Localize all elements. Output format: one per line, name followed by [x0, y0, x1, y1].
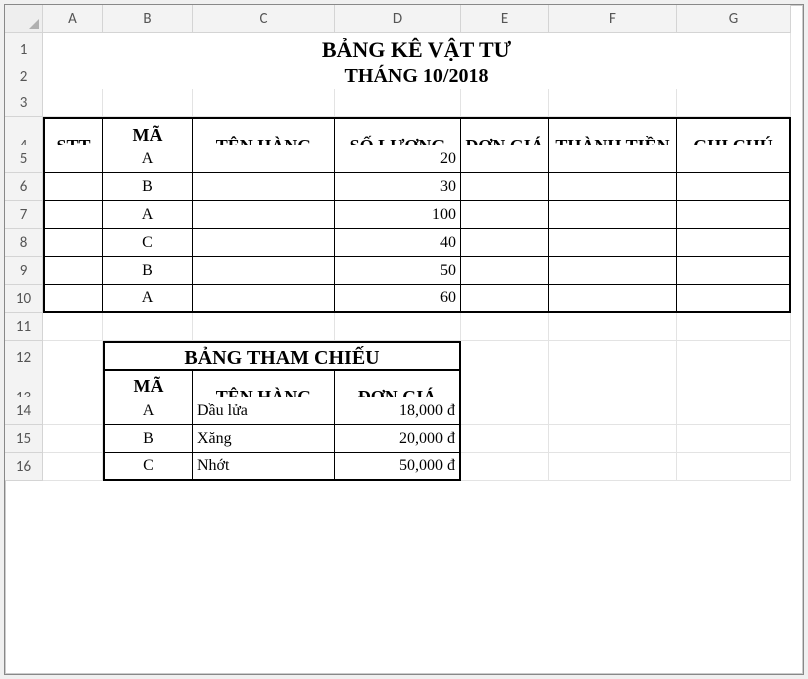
- cell-C6[interactable]: [193, 173, 335, 201]
- row-head-6[interactable]: 6: [5, 173, 43, 201]
- cell-A9[interactable]: [43, 257, 103, 285]
- cell-E10[interactable]: [461, 285, 549, 313]
- cell-G3[interactable]: [677, 89, 791, 117]
- cell-G7[interactable]: [677, 201, 791, 229]
- cell-G5[interactable]: [677, 145, 791, 173]
- cell-F16[interactable]: [549, 453, 677, 481]
- row-head-14[interactable]: 14: [5, 397, 43, 425]
- cell-G11[interactable]: [677, 313, 791, 341]
- cell-G15[interactable]: [677, 425, 791, 453]
- cell-B8[interactable]: C: [103, 229, 193, 257]
- cell-F14[interactable]: [549, 397, 677, 425]
- cell-D9[interactable]: 50: [335, 257, 461, 285]
- cell-F9[interactable]: [549, 257, 677, 285]
- col-head-B[interactable]: B: [103, 5, 193, 33]
- cell-G14[interactable]: [677, 397, 791, 425]
- cell-F5[interactable]: [549, 145, 677, 173]
- cell-C10[interactable]: [193, 285, 335, 313]
- cell-G9[interactable]: [677, 257, 791, 285]
- cell-B3[interactable]: [103, 89, 193, 117]
- cell-D15[interactable]: 20,000 đ: [335, 425, 461, 453]
- cell-B15[interactable]: B: [103, 425, 193, 453]
- cell-F6[interactable]: [549, 173, 677, 201]
- cell-E15[interactable]: [461, 425, 549, 453]
- col-head-C[interactable]: C: [193, 5, 335, 33]
- select-all-corner[interactable]: [5, 5, 43, 33]
- cell-B7[interactable]: A: [103, 201, 193, 229]
- cell-E5[interactable]: [461, 145, 549, 173]
- row-head-7[interactable]: 7: [5, 201, 43, 229]
- cell-F11[interactable]: [549, 313, 677, 341]
- cell-D16[interactable]: 50,000 đ: [335, 453, 461, 481]
- cell-E3[interactable]: [461, 89, 549, 117]
- cell-B6[interactable]: B: [103, 173, 193, 201]
- cell-E16[interactable]: [461, 453, 549, 481]
- cell-C5[interactable]: [193, 145, 335, 173]
- cell-A6[interactable]: [43, 173, 103, 201]
- cell-G16[interactable]: [677, 453, 791, 481]
- cell-G6[interactable]: [677, 173, 791, 201]
- cell-D8[interactable]: 40: [335, 229, 461, 257]
- cell-A15[interactable]: [43, 425, 103, 453]
- cell-C8[interactable]: [193, 229, 335, 257]
- cell-B9[interactable]: B: [103, 257, 193, 285]
- spreadsheet-window: A B C D E F G 1 BẢNG KÊ VẬT TƯ 2 THÁNG 1…: [4, 4, 804, 675]
- cell-D7[interactable]: 100: [335, 201, 461, 229]
- cell-F7[interactable]: [549, 201, 677, 229]
- row-head-10[interactable]: 10: [5, 285, 43, 313]
- row-head-8[interactable]: 8: [5, 229, 43, 257]
- cell-C14[interactable]: Dầu lửa: [193, 397, 335, 425]
- cell-D11[interactable]: [335, 313, 461, 341]
- cell-E9[interactable]: [461, 257, 549, 285]
- col-head-A[interactable]: A: [43, 5, 103, 33]
- row-head-9[interactable]: 9: [5, 257, 43, 285]
- cell-A7[interactable]: [43, 201, 103, 229]
- cell-E11[interactable]: [461, 313, 549, 341]
- cell-C9[interactable]: [193, 257, 335, 285]
- cell-B5[interactable]: A: [103, 145, 193, 173]
- cell-D6[interactable]: 30: [335, 173, 461, 201]
- row-head-16[interactable]: 16: [5, 453, 43, 481]
- cell-F8[interactable]: [549, 229, 677, 257]
- cell-C3[interactable]: [193, 89, 335, 117]
- cell-C11[interactable]: [193, 313, 335, 341]
- cell-D5[interactable]: 20: [335, 145, 461, 173]
- cell-A16[interactable]: [43, 453, 103, 481]
- cell-A5[interactable]: [43, 145, 103, 173]
- cell-G10[interactable]: [677, 285, 791, 313]
- cell-B16[interactable]: C: [103, 453, 193, 481]
- cell-C15[interactable]: Xăng: [193, 425, 335, 453]
- row-head-5[interactable]: 5: [5, 145, 43, 173]
- cell-G8[interactable]: [677, 229, 791, 257]
- cell-A10[interactable]: [43, 285, 103, 313]
- cell-F3[interactable]: [549, 89, 677, 117]
- cell-E6[interactable]: [461, 173, 549, 201]
- sheet-grid: A B C D E F G 1 BẢNG KÊ VẬT TƯ 2 THÁNG 1…: [5, 5, 803, 481]
- cell-A3[interactable]: [43, 89, 103, 117]
- cell-F10[interactable]: [549, 285, 677, 313]
- cell-B10[interactable]: A: [103, 285, 193, 313]
- cell-B11[interactable]: [103, 313, 193, 341]
- col-head-F[interactable]: F: [549, 5, 677, 33]
- col-head-E[interactable]: E: [461, 5, 549, 33]
- cell-F15[interactable]: [549, 425, 677, 453]
- cell-A11[interactable]: [43, 313, 103, 341]
- cell-E14[interactable]: [461, 397, 549, 425]
- cell-D3[interactable]: [335, 89, 461, 117]
- cell-D14[interactable]: 18,000 đ: [335, 397, 461, 425]
- cell-B14[interactable]: A: [103, 397, 193, 425]
- col-head-G[interactable]: G: [677, 5, 791, 33]
- cell-C16[interactable]: Nhớt: [193, 453, 335, 481]
- cell-E7[interactable]: [461, 201, 549, 229]
- col-head-D[interactable]: D: [335, 5, 461, 33]
- cell-C7[interactable]: [193, 201, 335, 229]
- cell-A8[interactable]: [43, 229, 103, 257]
- cell-E8[interactable]: [461, 229, 549, 257]
- cell-D10[interactable]: 60: [335, 285, 461, 313]
- cell-A14[interactable]: [43, 397, 103, 425]
- row-head-11[interactable]: 11: [5, 313, 43, 341]
- row-head-3[interactable]: 3: [5, 89, 43, 117]
- row-head-15[interactable]: 15: [5, 425, 43, 453]
